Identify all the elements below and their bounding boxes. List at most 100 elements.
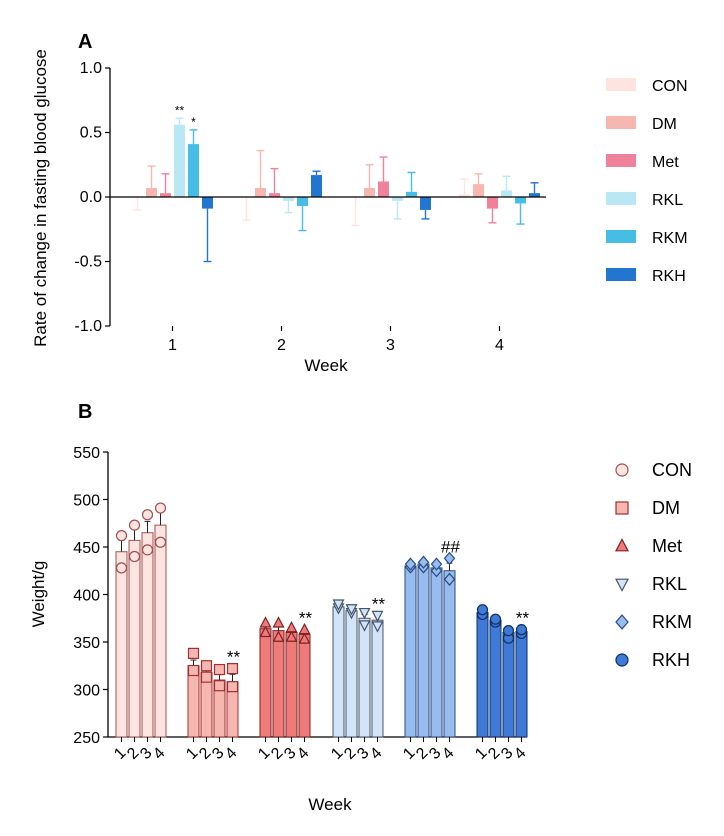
panel-b-bar: [502, 632, 515, 738]
panel-b-bar: [187, 665, 200, 738]
panel-b-data-point: [259, 616, 272, 628]
panel-b-legend-label: RKM: [652, 612, 692, 632]
panel-b-legend-marker: [615, 538, 629, 552]
panel-b-significance-label: **: [227, 648, 241, 667]
panel-a-bar: [459, 194, 470, 197]
panel-b-significance-label: **: [372, 594, 386, 613]
panel-b-legend-marker: [615, 463, 629, 477]
panel-b-data-point: [154, 502, 167, 514]
panel-b-data-point: [489, 613, 502, 625]
panel-a-bar: [515, 197, 526, 204]
panel-a-legend-label: RKM: [652, 230, 688, 247]
panel-b-bar: [404, 565, 417, 738]
panel-b-bar: [489, 619, 502, 738]
panel-a-x-tick-label: 1: [168, 337, 177, 354]
panel-b-bar: [128, 539, 141, 738]
panel-a-legend-label: CON: [652, 78, 688, 95]
panel-b-legend-marker: [615, 501, 629, 515]
panel-b-data-point: [272, 630, 285, 642]
panel-b-bar: [154, 524, 167, 738]
panel-b-x-tick-label: 4: [511, 745, 529, 763]
panel-a-bar: [188, 144, 199, 197]
panel-a-x-axis-title: Week: [304, 356, 348, 375]
panel-a-x-tick-label: 3: [386, 337, 395, 354]
panel-b-data-point: [358, 607, 371, 620]
panel-a-significance-label: *: [191, 115, 196, 129]
panel-b-data-point: [115, 529, 128, 542]
panel-b-bar: [285, 632, 298, 738]
panel-b-legend-label: RKH: [652, 650, 690, 670]
panel-b-y-tick-label: 500: [73, 493, 100, 510]
panel-a-bar: [487, 197, 498, 209]
panel-a-legend-swatch: [606, 78, 636, 91]
panel-a-bar: [283, 197, 294, 201]
panel-b-data-point: [141, 544, 154, 556]
panel-b-bar: [443, 570, 456, 738]
panel-b-y-axis-title: Weight/g: [29, 561, 48, 628]
panel-b-bar: [417, 563, 430, 738]
panel-b-x-tick-label: 4: [222, 745, 240, 763]
panel-a-bar: [174, 124, 185, 197]
panel-b-data-point: [200, 671, 213, 683]
panel-b-bar: [259, 628, 272, 738]
panel-b-y-tick-label: 450: [73, 540, 100, 557]
panel-b-legend-marker: [615, 614, 629, 630]
panel-b-x-tick-label: 4: [294, 745, 312, 763]
panel-a-bar: [202, 197, 213, 209]
panel-b-x-axis-title: Week: [308, 795, 352, 814]
panel-b-label: B: [78, 401, 92, 423]
panel-a-bar: [392, 197, 403, 201]
panel-a-x-tick-label: 4: [495, 337, 504, 354]
panel-b-data-point: [417, 555, 430, 569]
panel-b-y-tick-label: 350: [73, 635, 100, 652]
panel-a-bar: [269, 193, 280, 197]
panel-b-data-point: [187, 664, 200, 677]
panel-b-data-point: [128, 550, 141, 563]
panel-a-y-tick-label: -1.0: [74, 318, 102, 335]
panel-a-legend: CON DM Met RKL RKM RKH: [606, 78, 688, 285]
panel-b-data-point: [443, 572, 456, 586]
panel-a-y-tick-label: 1.0: [80, 60, 102, 77]
panel-a-legend-swatch: [606, 154, 636, 167]
panel-b-legend-marker: [615, 578, 629, 592]
panel-b-data-point: [213, 663, 226, 676]
panel-b-data-point: [443, 551, 456, 566]
panel-a-bar: [420, 197, 431, 210]
panel-a-bar: [473, 184, 484, 197]
panel-b-data-point: [430, 557, 443, 571]
panel-a-y-tick-label: -0.5: [74, 254, 102, 271]
panel-b-data-point: [502, 624, 515, 637]
panel-a-chart: Rate of change in fasting blood glucose …: [31, 49, 546, 375]
panel-a-bar: [364, 187, 375, 197]
panel-a-y-axis-title: Rate of change in fasting blood glucose: [31, 49, 50, 347]
panel-b-legend-label: Met: [652, 536, 682, 556]
panel-a-significance-label: **: [175, 103, 185, 117]
panel-b-data-point: [345, 604, 358, 616]
panel-b-x-tick-label: 4: [439, 745, 457, 763]
panel-b-data-point: [115, 562, 128, 574]
panel-b-x-tick-label: 4: [367, 745, 385, 763]
panel-b-bar: [515, 631, 528, 738]
panel-b-data-point: [298, 632, 311, 644]
panel-b-data-point: [358, 620, 371, 632]
panel-b-data-point: [226, 662, 239, 675]
panel-b-data-point: [200, 660, 213, 672]
panel-b-data-point: [332, 599, 345, 611]
panel-b-data-point: [285, 620, 298, 633]
panel-b-bar: [358, 617, 371, 738]
panel-a-bar: [378, 181, 389, 197]
panel-b-bar: [141, 532, 154, 738]
panel-a-bar: [501, 190, 512, 197]
panel-b-data-point: [298, 622, 311, 635]
panel-a-x-tick-label: 2: [277, 337, 286, 354]
panel-b-data-point: [404, 557, 417, 571]
panel-a-bar: [406, 191, 417, 197]
panel-a-legend-swatch: [606, 230, 636, 243]
panel-b-significance-label: ##: [441, 537, 460, 556]
panel-a-bar: [311, 175, 322, 197]
panel-a-y-tick-label: 0.5: [80, 125, 102, 142]
panel-b-data-point: [476, 604, 489, 616]
panel-b-data-point: [371, 610, 384, 623]
panel-b-bar: [345, 610, 358, 738]
